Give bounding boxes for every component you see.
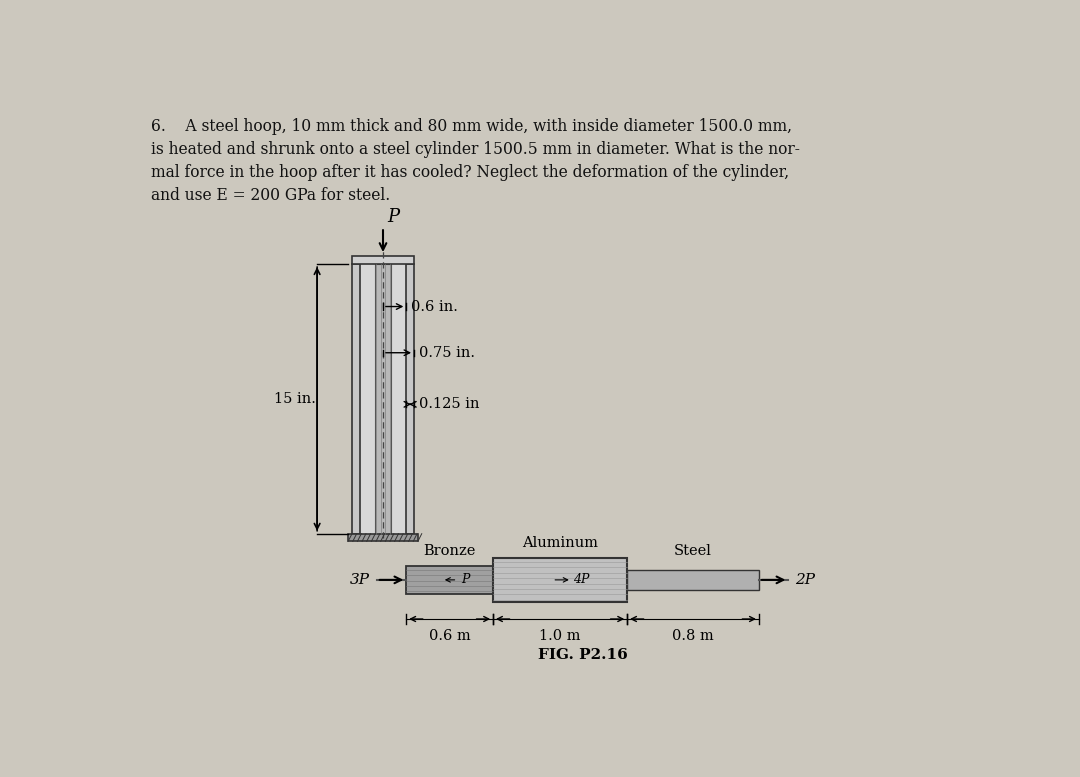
Text: Aluminum: Aluminum (522, 536, 598, 550)
Text: and use E = 200 GPa for steel.: and use E = 200 GPa for steel. (151, 187, 390, 204)
Bar (352, 264, 360, 534)
Text: mal force in the hoop after it has cooled? Neglect the deformation of the cylind: mal force in the hoop after it has coole… (151, 164, 789, 181)
Bar (375, 264, 391, 534)
Bar (406, 566, 494, 594)
Text: P: P (388, 207, 400, 225)
Text: 0.75 in.: 0.75 in. (419, 346, 474, 360)
Text: Bronze: Bronze (423, 545, 476, 559)
Bar (352, 256, 414, 264)
Text: P: P (461, 573, 470, 587)
Text: 2P: 2P (795, 573, 815, 587)
Text: 0.6 m: 0.6 m (429, 629, 471, 643)
Bar (406, 264, 414, 534)
Bar (627, 570, 759, 590)
Text: is heated and shrunk onto a steel cylinder 1500.5 mm in diameter. What is the no: is heated and shrunk onto a steel cylind… (151, 141, 800, 158)
Text: 15 in.: 15 in. (274, 392, 316, 406)
Text: 0.8 m: 0.8 m (672, 629, 714, 643)
Text: 6.    A steel hoop, 10 mm thick and 80 mm wide, with inside diameter 1500.0 mm,: 6. A steel hoop, 10 mm thick and 80 mm w… (151, 118, 792, 135)
Text: 0.125 in: 0.125 in (419, 397, 480, 411)
Text: 0.6 in.: 0.6 in. (410, 299, 458, 314)
Text: 3P: 3P (350, 573, 369, 587)
Bar (348, 534, 418, 542)
Text: 1.0 m: 1.0 m (539, 629, 581, 643)
Text: 4P: 4P (573, 573, 590, 587)
Bar (494, 558, 627, 602)
Text: FIG. P2.16: FIG. P2.16 (538, 648, 627, 662)
Text: Steel: Steel (674, 545, 712, 559)
Bar (360, 264, 406, 534)
